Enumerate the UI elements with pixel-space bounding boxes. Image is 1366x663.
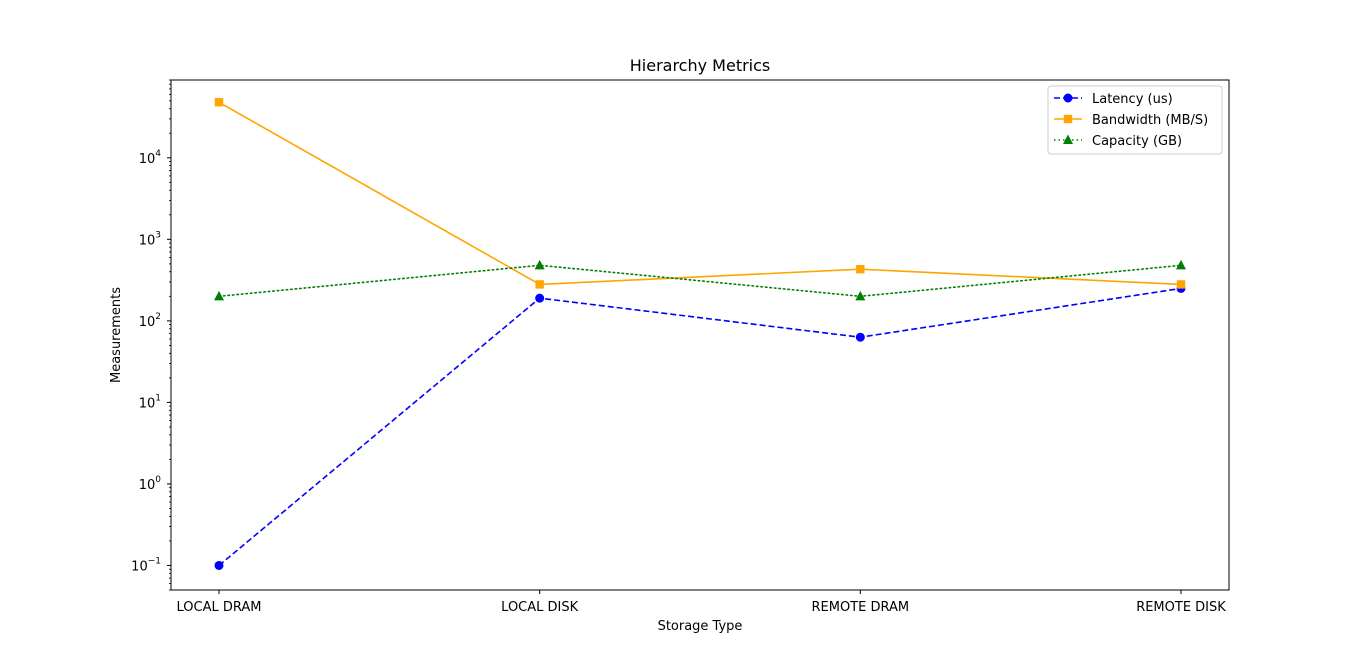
series-0 [214,283,1186,570]
series-line [218,287,1182,567]
series-1 [214,98,1186,289]
chart-title: Hierarchy Metrics [630,56,771,75]
y-tick-label: 104 [139,149,162,167]
series-layer [214,98,1186,570]
data-point [214,560,224,570]
legend-box [1047,85,1223,155]
data-point [1176,259,1186,270]
data-point [534,259,545,270]
legend: Latency (us) Bandwidth (MB/S) Capacity (GB… [1047,85,1223,155]
legend-label: Capacity (GB) [1092,134,1182,149]
legend-marker [1063,93,1073,103]
x-axis: LOCAL DRAM LOCAL DISK REMOTE DRAM REMOTE DI… [177,590,1226,615]
data-point [214,98,224,107]
y-tick-label: 101 [139,393,161,411]
legend-label: Bandwidth (MB/S) [1092,113,1208,128]
x-tick-label: REMOTE DISK [1136,600,1226,615]
y-tick-label: 100 [139,475,162,493]
data-point [535,280,544,289]
y-tick-label: 103 [139,230,161,248]
y-axis-label: Measurements [109,287,124,383]
series-2 [214,259,1186,301]
legend-item: Capacity (GB) [1054,134,1182,149]
plot-frame [170,79,1230,591]
legend-item: Bandwidth (MB/S) [1054,113,1208,128]
y-tick-label: 102 [139,312,161,330]
x-axis-label: Storage Type [658,619,743,634]
legend-label: Latency (us) [1092,92,1173,107]
data-point [855,290,866,301]
x-tick-label: REMOTE DRAM [812,600,910,615]
data-point [1176,280,1186,289]
data-point [855,332,865,342]
legend-item: Latency (us) [1054,92,1173,107]
x-tick-label: LOCAL DISK [501,600,578,615]
series-line [218,264,1182,298]
legend-marker [1063,114,1073,124]
data-point [535,293,545,303]
data-point [214,290,224,301]
data-point [856,265,865,274]
x-tick-label: LOCAL DRAM [177,600,262,615]
legend-marker [1063,134,1073,144]
y-axis: 10−1 100 101 102 103 104 [131,79,171,591]
series-line [218,101,1182,286]
y-tick-label: 10−1 [131,556,161,574]
